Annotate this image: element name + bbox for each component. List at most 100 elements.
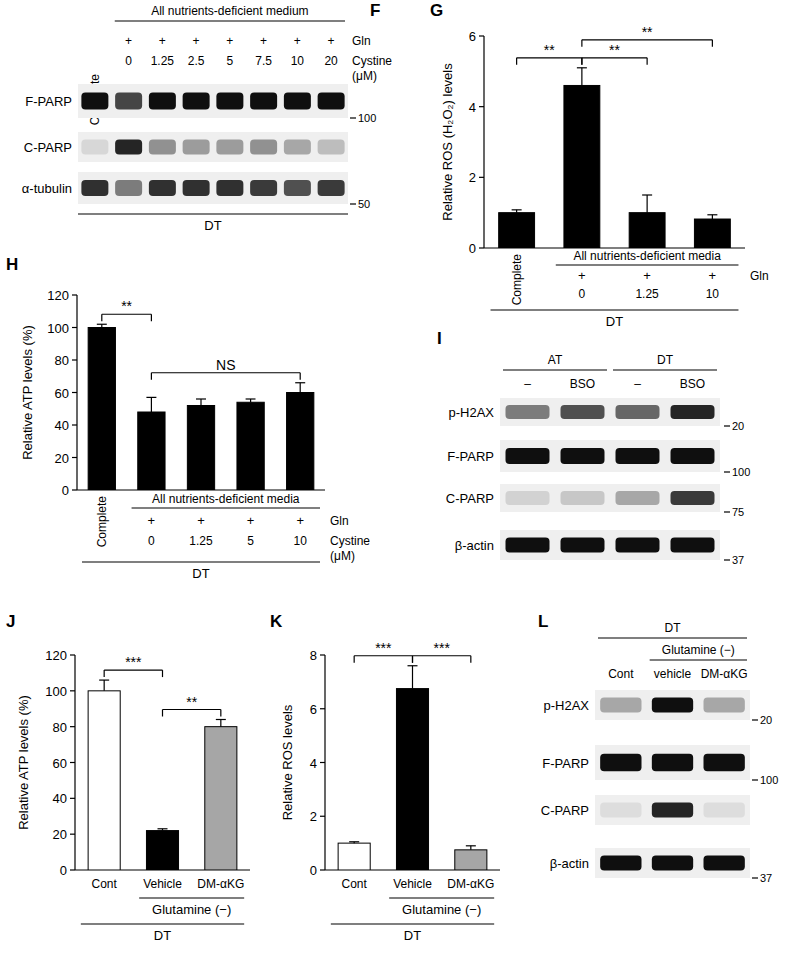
marker-tick: [752, 719, 758, 720]
plot-area: [499, 68, 731, 248]
row-cell: +: [643, 268, 651, 283]
bracket-leg: [104, 670, 105, 677]
error-line: [200, 399, 201, 406]
band: [704, 803, 745, 818]
group-line: [598, 637, 747, 638]
band: [81, 93, 108, 110]
band-label: p-H2AX: [543, 698, 589, 713]
x-axis-label-part: (μM): [330, 549, 355, 563]
plot-area: [88, 324, 314, 490]
band: [284, 180, 311, 196]
y-tick: [70, 654, 75, 655]
y-tick: [72, 489, 77, 490]
bracket-leg: [220, 710, 221, 717]
band: [652, 754, 693, 772]
band: [216, 140, 243, 155]
error-cap: [577, 67, 587, 68]
bracket-leg: [151, 314, 152, 321]
band: [616, 491, 660, 505]
y-tick: [479, 247, 484, 248]
band-label: β-actin: [455, 538, 494, 553]
lane-cell: 5: [227, 54, 234, 68]
y-tick: [72, 327, 77, 328]
error-bar: [216, 720, 226, 727]
error-cap: [707, 214, 717, 215]
band: [149, 180, 176, 196]
marker-label: 20: [732, 420, 744, 432]
row-label: Gln: [330, 514, 349, 528]
error-cap: [99, 679, 109, 680]
row-label: Gln: [750, 269, 769, 283]
category-label: 5: [247, 534, 254, 548]
bar: [396, 689, 428, 870]
blot-strip: [500, 530, 720, 560]
group-label: DT: [665, 621, 682, 635]
footer-line: [81, 923, 244, 924]
bracket-leg: [712, 40, 713, 47]
panel-label: J: [6, 612, 15, 631]
blot-strip: [595, 745, 750, 780]
category-label: 10: [294, 534, 308, 548]
footer-line: [78, 213, 348, 214]
marker-tick: [752, 877, 758, 878]
category-label: 1.25: [635, 287, 659, 301]
category-label: DM-αKG: [447, 877, 494, 891]
significance-label: **: [642, 24, 653, 40]
y-tick: [320, 654, 325, 655]
y-tick: [70, 869, 75, 870]
bracket-leg: [470, 656, 471, 663]
lane-cell: –: [634, 377, 641, 391]
row-cell: +: [197, 513, 205, 528]
lane-row-label-part: (μM): [352, 69, 377, 83]
marker-tick: [724, 471, 730, 472]
y-tick: [70, 834, 75, 835]
significance-label: ***: [433, 640, 450, 656]
band: [506, 448, 550, 464]
bracket-leg: [647, 58, 648, 65]
bar: [564, 85, 600, 248]
bar: [629, 213, 665, 248]
blot-strip: [500, 484, 720, 512]
blot-strip: [78, 172, 348, 204]
footer-line: [82, 561, 320, 562]
band: [671, 405, 715, 419]
group-label: AT: [548, 353, 563, 367]
y-tick-label: 60: [55, 386, 69, 401]
significance-label: ***: [375, 640, 392, 656]
plot-area: [338, 666, 487, 870]
band: [115, 93, 142, 110]
significance-label: **: [544, 42, 555, 58]
error-bar: [246, 399, 256, 402]
bar: [205, 727, 237, 870]
bar: [146, 831, 178, 870]
band: [216, 93, 243, 110]
category-label: Vehicle: [143, 877, 182, 891]
y-tick-label: 80: [53, 720, 67, 735]
bar: [88, 328, 115, 491]
footer-line: [331, 923, 494, 924]
error-cap: [512, 209, 522, 210]
band: [704, 856, 745, 871]
group-label: All nutrients-deficient media: [152, 492, 300, 506]
bar: [138, 412, 165, 490]
blot-strip: [595, 690, 750, 720]
band: [250, 140, 277, 155]
y-tick: [320, 869, 325, 870]
y-tick: [70, 798, 75, 799]
band: [318, 140, 345, 155]
lane-cell: DM-αKG: [701, 667, 748, 681]
category-label: Complete: [95, 496, 109, 548]
bracket-leg: [151, 373, 152, 380]
group-line: [132, 507, 320, 508]
marker-tick: [724, 511, 730, 512]
y-tick: [320, 816, 325, 817]
marker-label: 50: [358, 198, 370, 210]
band: [284, 93, 311, 110]
lane-cell: 7.5: [255, 54, 272, 68]
footer-label: DT: [154, 928, 171, 943]
group-line: [503, 369, 607, 370]
bar: [187, 406, 214, 491]
marker-tick: [724, 425, 730, 426]
plot-area: [88, 680, 237, 870]
panel-label: F: [370, 1, 380, 20]
